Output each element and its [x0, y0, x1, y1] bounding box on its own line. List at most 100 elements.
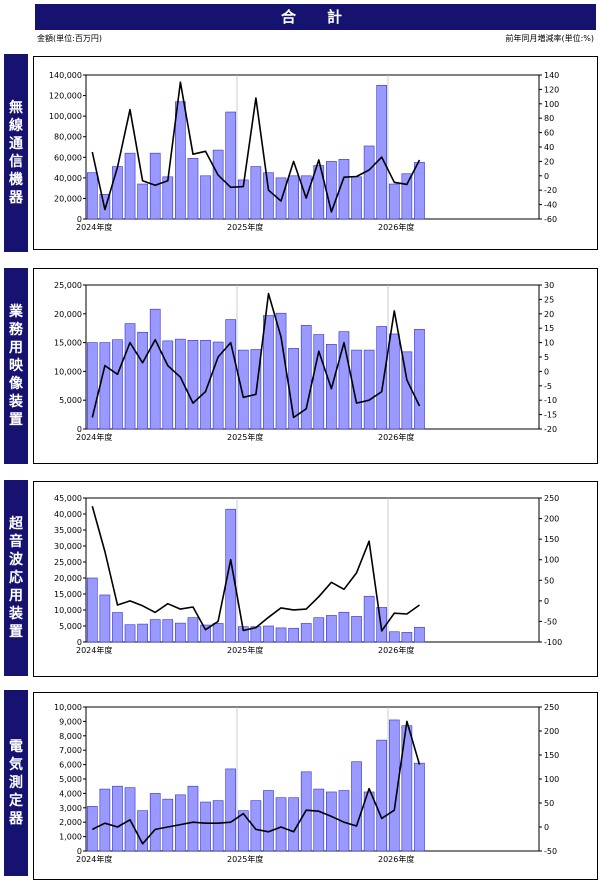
bar	[363, 595, 375, 643]
bar	[200, 175, 211, 220]
chart-label-char: 置	[9, 624, 23, 640]
left-tick-label: 0	[77, 847, 82, 856]
bar	[414, 626, 425, 643]
bar	[112, 166, 123, 220]
chart-label-char: 器	[9, 190, 23, 206]
x-axis-label: 2024年度	[76, 222, 112, 232]
left-tick-label: 10,000	[54, 703, 82, 712]
x-axis-label: 2024年度	[76, 645, 112, 655]
chart-label-char: 音	[9, 534, 23, 550]
bar	[175, 794, 186, 852]
left-tick-label: 2,000	[59, 818, 82, 827]
x-axis-label: 2025年度	[227, 432, 263, 442]
right-tick-label: 120	[544, 85, 559, 94]
bar	[300, 325, 312, 430]
bar	[137, 810, 148, 852]
bar	[250, 800, 262, 852]
left-tick-label: 25,000	[54, 558, 82, 567]
right-tick-label: 200	[544, 727, 559, 736]
bar	[212, 149, 224, 220]
left-tick-label: 5,000	[59, 396, 82, 405]
chart-panel-0: 0 20,000 40,000 60,000 80,000 100,000 120,000 1…	[33, 56, 598, 250]
bar	[363, 349, 375, 430]
right-tick-label: 250	[544, 494, 559, 503]
right-tick-label: 20	[544, 310, 554, 319]
bar	[137, 623, 148, 643]
bar	[326, 791, 337, 852]
right-tick-label: 140	[544, 71, 559, 80]
right-tick-label: 0	[544, 172, 549, 181]
plot-area	[85, 284, 540, 430]
chart-label-char: 用	[9, 340, 23, 356]
bar	[401, 173, 413, 220]
chart-label-char: 置	[9, 412, 23, 428]
chart-svg: 0 20,000 40,000 60,000 80,000 100,000 120,000 1…	[49, 71, 559, 232]
bar	[175, 101, 186, 220]
bar	[300, 623, 312, 643]
bar	[263, 315, 274, 430]
plot-area	[85, 497, 540, 643]
left-tick-label: 7,000	[59, 746, 82, 755]
chart-label-3: 電気測定器	[4, 690, 28, 876]
bar	[200, 801, 211, 852]
bar	[263, 790, 274, 852]
chart-label-char: 装	[9, 606, 23, 622]
bar	[99, 594, 111, 643]
x-axis-label: 2025年度	[227, 854, 263, 864]
right-tick-label: 0	[544, 367, 549, 376]
left-tick-label: 25,000	[54, 281, 82, 290]
left-tick-label: 20,000	[54, 574, 82, 583]
bar	[225, 111, 237, 220]
bar	[162, 798, 174, 852]
bar	[363, 791, 375, 852]
left-tick-label: 120,000	[49, 92, 82, 101]
x-axis-label: 2026年度	[378, 432, 414, 442]
chart-label-char: 超	[9, 516, 23, 532]
x-axis-label: 2026年度	[378, 645, 414, 655]
right-tick-label: -60	[544, 215, 557, 224]
right-tick-label: 20	[544, 157, 554, 166]
bar	[376, 84, 388, 220]
bar	[237, 349, 249, 430]
right-tick-label: 40	[544, 143, 554, 152]
page-title: 合 計	[35, 4, 596, 30]
bar	[175, 622, 186, 643]
bar	[112, 339, 123, 430]
bar	[376, 739, 388, 852]
left-tick-label: 5,000	[59, 622, 82, 631]
right-tick-label: -50	[544, 617, 557, 626]
right-tick-label: 10	[544, 339, 554, 348]
left-tick-label: 35,000	[54, 526, 82, 535]
bar	[313, 788, 325, 852]
left-tick-label: 0	[77, 215, 82, 224]
chart-label-1: 業務用映像装置	[4, 268, 28, 464]
bar	[275, 312, 287, 430]
bar	[86, 342, 98, 430]
right-tick-label: 150	[544, 751, 559, 760]
right-tick-label: 150	[544, 535, 559, 544]
bar	[275, 797, 287, 852]
chart-svg: 0 5,000 10,000 15,000 20,000 25,000 -20 -15 -10 -…	[54, 281, 557, 442]
right-tick-label: 100	[544, 775, 559, 784]
chart-svg: 0 1,000 2,000 3,000 4,000 5,000 6,000 7,000 8,00…	[54, 703, 559, 864]
chart-label-char: 用	[9, 588, 23, 604]
chart-label-char: 測	[9, 775, 23, 791]
chart-label-char: 無	[9, 100, 23, 116]
bar	[225, 508, 237, 643]
growth-line	[91, 505, 420, 632]
right-tick-label: -15	[544, 411, 557, 420]
bar	[162, 340, 174, 430]
bar	[187, 785, 199, 852]
left-tick-label: 3,000	[59, 804, 82, 813]
bar	[149, 793, 161, 852]
bar	[212, 623, 224, 643]
growth-line	[91, 81, 421, 213]
bar	[86, 172, 98, 220]
chart-label-char: 器	[9, 811, 23, 827]
bar	[99, 788, 111, 852]
bar	[250, 166, 262, 220]
left-tick-label: 30,000	[54, 542, 82, 551]
chart-label-char: 務	[9, 322, 23, 338]
bar	[388, 631, 400, 643]
bar	[326, 615, 337, 643]
